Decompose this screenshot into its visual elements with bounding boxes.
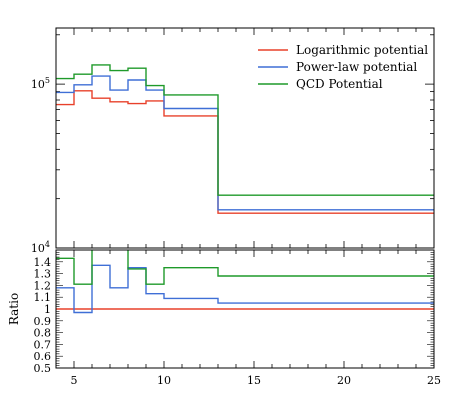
- y-tick-label: 0.9: [34, 315, 52, 328]
- y-tick-label: 1.4: [34, 256, 52, 269]
- x-tick-label: 20: [337, 374, 351, 387]
- ratio-line-2: [56, 250, 434, 285]
- x-tick-label: 15: [247, 374, 261, 387]
- main-panel: 105 104 Logarithmic potential Power-law po…: [31, 27, 435, 255]
- ratio-series: [56, 250, 434, 314]
- series-line-2: [56, 64, 434, 196]
- main-series: [56, 64, 434, 214]
- series-line-1: [56, 75, 434, 211]
- x-tick-label: 10: [157, 374, 171, 387]
- y-tick-label: 1.3: [34, 268, 52, 281]
- x-tick-label: 5: [71, 374, 78, 387]
- ratio-line-1: [56, 264, 434, 314]
- ratio-axis-title: Ratio: [7, 293, 21, 325]
- ratio-ytick-labels: 0.50.60.70.80.911.11.21.31.4: [34, 256, 52, 375]
- x-tick-label: 25: [427, 374, 441, 387]
- legend-label-0: Logarithmic potential: [296, 43, 428, 57]
- ratio-panel: 0.50.60.70.80.911.11.21.31.4 5 10 15 20 25 R…: [7, 249, 442, 387]
- y-tick-label: 0.7: [34, 338, 52, 351]
- ratio-xtick-labels: 5 10 15 20 25: [71, 374, 442, 387]
- legend-label-1: Power-law potential: [296, 60, 417, 74]
- series-line-0: [56, 90, 434, 214]
- y-tick-label: 0.5: [34, 362, 52, 375]
- y-tick-label: 105: [31, 76, 50, 91]
- ratio-frame: [55, 249, 435, 369]
- legend-label-2: QCD Potential: [296, 77, 383, 91]
- y-tick-label: 104: [31, 240, 50, 255]
- y-tick-label: 1.1: [34, 291, 52, 304]
- main-ytick-labels: 105 104: [31, 76, 50, 255]
- y-tick-label: 0.8: [34, 327, 52, 340]
- main-frame: [55, 27, 435, 249]
- y-tick-label: 1: [44, 303, 51, 316]
- y-tick-label: 0.6: [34, 350, 52, 363]
- y-tick-label: 1.2: [34, 279, 52, 292]
- legend: Logarithmic potential Power-law potential…: [258, 43, 428, 91]
